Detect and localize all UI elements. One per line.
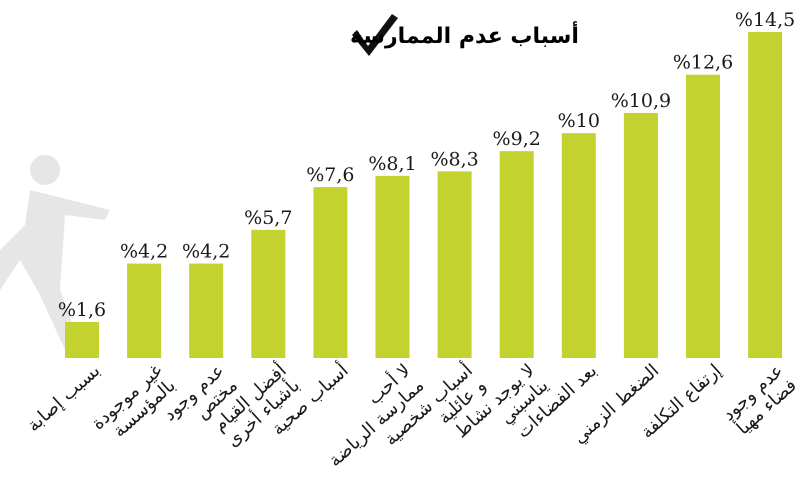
value-label: %8,1 bbox=[368, 153, 416, 175]
value-label: %9,2 bbox=[493, 128, 541, 150]
value-label: %5,7 bbox=[244, 207, 292, 229]
value-label: %7,6 bbox=[306, 164, 354, 186]
value-label: %14,5 bbox=[735, 9, 795, 31]
bar bbox=[65, 322, 99, 358]
value-label: %8,3 bbox=[430, 148, 478, 170]
value-label: %10 bbox=[558, 110, 600, 132]
chart: أسباب عدم الممارسة %1,6بسبب إصابة%4,2غير… bbox=[0, 0, 801, 498]
bar bbox=[624, 113, 658, 358]
bar bbox=[376, 176, 410, 358]
bar bbox=[686, 75, 720, 358]
value-label: %4,2 bbox=[120, 241, 168, 263]
bar bbox=[127, 264, 161, 358]
chart-title: أسباب عدم الممارسة bbox=[350, 20, 579, 49]
bar bbox=[500, 151, 534, 358]
value-label: %1,6 bbox=[58, 299, 106, 321]
bar bbox=[748, 32, 782, 358]
bar bbox=[189, 264, 223, 358]
x-tick-label: عدم وجودفضاء مهيأ bbox=[718, 360, 801, 440]
bar bbox=[313, 187, 347, 358]
bar bbox=[562, 133, 596, 358]
value-label: %12,6 bbox=[673, 52, 733, 74]
bar bbox=[438, 171, 472, 358]
bar bbox=[251, 230, 285, 358]
value-label: %4,2 bbox=[182, 241, 230, 263]
value-label: %10,9 bbox=[611, 90, 671, 112]
